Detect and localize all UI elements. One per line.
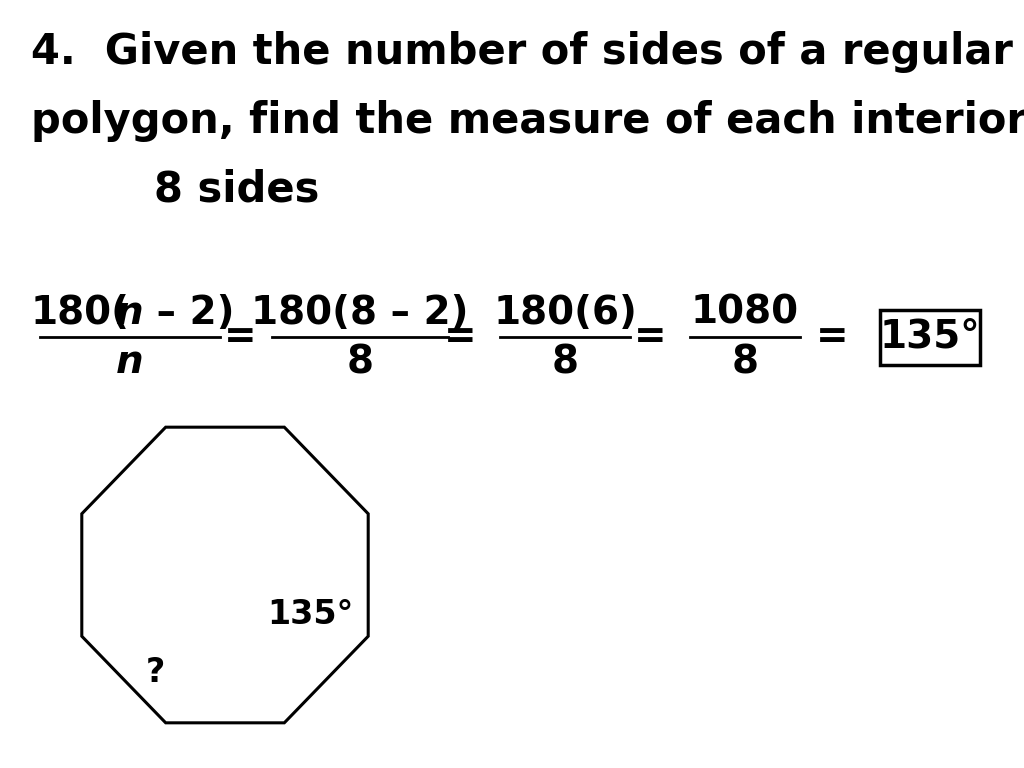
Text: ?: ? [145, 656, 165, 688]
Text: =: = [443, 318, 476, 356]
Text: – 2): – 2) [143, 294, 234, 332]
Text: 180(6): 180(6) [494, 294, 637, 332]
Text: 8: 8 [552, 343, 579, 381]
Text: 180(: 180( [31, 294, 130, 332]
Text: 8 sides: 8 sides [154, 169, 318, 211]
Text: 4.  Given the number of sides of a regular: 4. Given the number of sides of a regula… [31, 31, 1013, 73]
Text: n: n [116, 294, 143, 332]
Text: 8: 8 [346, 343, 374, 381]
Text: 1080: 1080 [691, 294, 799, 332]
Polygon shape [82, 427, 369, 723]
Text: 135°: 135° [267, 598, 353, 631]
Text: =: = [816, 318, 848, 356]
Text: n: n [116, 343, 143, 381]
Text: =: = [223, 318, 256, 356]
Text: 180(8 – 2): 180(8 – 2) [251, 294, 469, 332]
Text: polygon, find the measure of each interior angle.: polygon, find the measure of each interi… [31, 100, 1024, 142]
Text: 8: 8 [731, 343, 759, 381]
Text: =: = [634, 318, 667, 356]
FancyBboxPatch shape [880, 310, 980, 365]
Text: 135°: 135° [880, 318, 980, 356]
